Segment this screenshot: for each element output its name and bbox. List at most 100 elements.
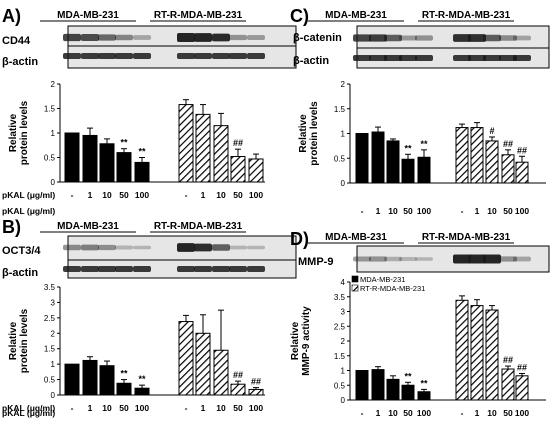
dose-label: - bbox=[185, 190, 188, 200]
blot-band bbox=[453, 55, 471, 61]
blot-band bbox=[399, 256, 417, 262]
dose-label: 1 bbox=[201, 190, 206, 200]
dose-label: 100 bbox=[417, 408, 431, 418]
bar bbox=[401, 384, 415, 401]
dose-label: - bbox=[185, 403, 188, 413]
panel-b: B) MDA-MB-231 RT-R-MDA-MB-231 OCT3/4 β-actin… bbox=[2, 217, 297, 413]
blot-band bbox=[133, 245, 151, 250]
group-label: MDA-MB-231 bbox=[57, 221, 119, 232]
bar bbox=[485, 309, 499, 401]
dose-label: 50 bbox=[403, 408, 413, 418]
blot-band bbox=[399, 35, 417, 41]
blot-label: β-actin bbox=[293, 55, 329, 67]
y-axis-label: Relative bbox=[8, 113, 19, 152]
blot-band bbox=[133, 35, 151, 40]
bar bbox=[64, 363, 80, 396]
bar bbox=[401, 158, 415, 184]
blot-image bbox=[67, 25, 297, 69]
blot-band bbox=[177, 243, 195, 252]
y-axis-label: Relative bbox=[8, 321, 19, 360]
dose-header: pKAL (μg/ml) bbox=[2, 408, 55, 418]
bar bbox=[213, 125, 229, 183]
blot-band bbox=[415, 35, 433, 41]
dose-label: - bbox=[71, 190, 74, 200]
bar bbox=[470, 127, 484, 184]
significance-mark: ## bbox=[517, 362, 527, 372]
y-tick-label: 2 bbox=[341, 80, 346, 89]
blot-band bbox=[81, 53, 99, 59]
blot-band bbox=[415, 55, 433, 61]
blot-band bbox=[499, 256, 517, 262]
blot-band bbox=[399, 55, 417, 61]
dose-header: pKAL (μg/ml) bbox=[2, 403, 55, 413]
blot-band bbox=[247, 53, 265, 59]
bar bbox=[386, 140, 400, 184]
dose-label: - bbox=[461, 206, 464, 216]
significance-mark: ** bbox=[404, 371, 412, 381]
panel-label: D) bbox=[290, 229, 309, 249]
bar bbox=[455, 127, 469, 184]
bar bbox=[386, 378, 400, 401]
bar bbox=[515, 375, 529, 401]
blot-band bbox=[384, 34, 402, 42]
significance-mark: ** bbox=[138, 147, 146, 157]
blot-band bbox=[369, 55, 387, 61]
bar bbox=[178, 321, 194, 396]
dose-header: pKAL (μg/ml) bbox=[2, 190, 55, 200]
bar bbox=[248, 388, 264, 396]
y-axis-label: protein levels bbox=[19, 308, 30, 373]
blot-band bbox=[81, 34, 99, 41]
blot-band bbox=[133, 266, 151, 272]
panel-a: A) MDA-MB-231 RT-R-MDA-MB-231 CD44 β-actin 0 0… bbox=[2, 6, 297, 200]
dose-label: - bbox=[361, 408, 364, 418]
dose-label: 10 bbox=[487, 206, 497, 216]
dose-header: pKAL (μg/ml) bbox=[2, 206, 55, 216]
y-tick-label: 0.5 bbox=[334, 154, 346, 163]
y-tick-label: 1.5 bbox=[44, 105, 56, 114]
bar bbox=[371, 369, 385, 401]
y-tick-label: 0.5 bbox=[44, 154, 56, 163]
y-tick-label: 0 bbox=[341, 396, 346, 405]
y-tick-label: 3 bbox=[51, 298, 56, 307]
y-tick-label: 2.5 bbox=[334, 322, 346, 331]
group-label: RT-R-MDA-MB-231 bbox=[154, 221, 243, 232]
significance-mark: ** bbox=[138, 374, 146, 384]
significance-mark: ** bbox=[404, 143, 412, 153]
blot-band bbox=[483, 55, 501, 61]
dose-label: 50 bbox=[403, 206, 413, 216]
dose-label: 1 bbox=[475, 206, 480, 216]
dose-label: 1 bbox=[376, 206, 381, 216]
y-tick-label: 4 bbox=[341, 278, 346, 287]
panel-label: A) bbox=[2, 6, 21, 26]
y-tick-label: 1 bbox=[51, 129, 56, 138]
blot-band bbox=[483, 254, 501, 264]
dose-label: 50 bbox=[119, 403, 129, 413]
blot-band bbox=[63, 266, 81, 272]
dose-label: - bbox=[361, 206, 364, 216]
y-axis-label: Relative bbox=[290, 321, 301, 360]
blot-band bbox=[453, 254, 471, 264]
blot-band bbox=[468, 254, 486, 264]
bar bbox=[82, 134, 98, 183]
blot-band bbox=[384, 256, 402, 262]
significance-mark: ## bbox=[233, 370, 243, 380]
bar bbox=[417, 156, 431, 184]
y-tick-label: 2 bbox=[51, 329, 56, 338]
panel-c: C) MDA-MB-231 RT-R-MDA-MB-231 β-catenin β-ac… bbox=[2, 6, 550, 216]
dose-label: 10 bbox=[216, 190, 226, 200]
bar bbox=[230, 156, 246, 183]
blot-band bbox=[453, 34, 471, 42]
legend-label: RT-R-MDA-MB-231 bbox=[360, 284, 425, 293]
blot-band bbox=[81, 244, 99, 251]
bar bbox=[195, 332, 211, 396]
blot-label: β-actin bbox=[2, 56, 38, 68]
legend-label: MDA-MB-231 bbox=[360, 275, 405, 284]
y-tick-label: 1 bbox=[341, 367, 346, 376]
y-tick-label: 2 bbox=[51, 80, 56, 89]
blot-band bbox=[353, 256, 371, 262]
blot-band bbox=[177, 266, 195, 272]
group-label: MDA-MB-231 bbox=[57, 10, 119, 21]
significance-mark: ## bbox=[233, 138, 243, 148]
group-label: RT-R-MDA-MB-231 bbox=[422, 232, 511, 243]
